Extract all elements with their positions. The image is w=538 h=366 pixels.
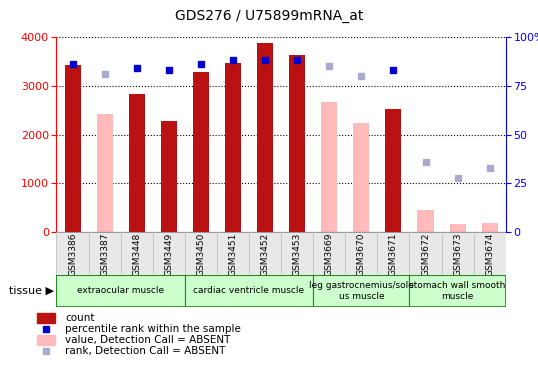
Bar <box>377 232 409 274</box>
Text: GSM3386: GSM3386 <box>68 232 77 276</box>
Bar <box>97 114 112 232</box>
Bar <box>65 64 81 232</box>
Bar <box>121 232 153 274</box>
Text: stomach wall smooth
muscle: stomach wall smooth muscle <box>409 281 506 301</box>
Bar <box>249 232 281 274</box>
Text: tissue ▶: tissue ▶ <box>9 286 54 296</box>
Text: GDS276 / U75899mRNA_at: GDS276 / U75899mRNA_at <box>175 9 363 23</box>
Text: GSM3453: GSM3453 <box>293 232 302 276</box>
Text: leg gastrocnemius/sole
us muscle: leg gastrocnemius/sole us muscle <box>309 281 414 301</box>
Bar <box>313 274 409 307</box>
Text: GSM3672: GSM3672 <box>421 232 430 276</box>
Bar <box>409 232 442 274</box>
Bar <box>257 43 273 232</box>
Bar <box>345 232 377 274</box>
Text: GSM3674: GSM3674 <box>485 232 494 276</box>
Text: GSM3669: GSM3669 <box>325 232 334 276</box>
Bar <box>353 123 370 232</box>
Bar <box>129 94 145 232</box>
Text: GSM3450: GSM3450 <box>196 232 206 276</box>
Text: percentile rank within the sample: percentile rank within the sample <box>65 324 241 334</box>
Text: GSM3673: GSM3673 <box>453 232 462 276</box>
Bar <box>442 232 473 274</box>
Text: GSM3671: GSM3671 <box>389 232 398 276</box>
Text: GSM3451: GSM3451 <box>229 232 237 276</box>
Bar <box>161 121 177 232</box>
Bar <box>321 102 337 232</box>
Bar <box>185 232 217 274</box>
Text: GSM3670: GSM3670 <box>357 232 366 276</box>
Bar <box>89 232 121 274</box>
Bar <box>385 109 401 232</box>
Bar <box>56 232 89 274</box>
Text: cardiac ventricle muscle: cardiac ventricle muscle <box>194 287 305 295</box>
Bar <box>473 232 506 274</box>
Text: GSM3452: GSM3452 <box>260 232 270 276</box>
Text: extraocular muscle: extraocular muscle <box>77 287 164 295</box>
Bar <box>37 335 55 345</box>
Bar <box>153 232 185 274</box>
Text: value, Detection Call = ABSENT: value, Detection Call = ABSENT <box>65 335 230 345</box>
Text: count: count <box>65 313 95 323</box>
Bar <box>225 63 241 232</box>
Bar <box>482 223 498 232</box>
Bar <box>37 313 55 323</box>
Bar <box>313 232 345 274</box>
Text: GSM3387: GSM3387 <box>100 232 109 276</box>
Text: GSM3448: GSM3448 <box>132 232 141 276</box>
Text: GSM3449: GSM3449 <box>164 232 173 276</box>
Bar <box>281 232 313 274</box>
Bar <box>56 274 185 307</box>
Bar <box>217 232 249 274</box>
Text: rank, Detection Call = ABSENT: rank, Detection Call = ABSENT <box>65 346 225 356</box>
Bar <box>409 274 506 307</box>
Bar <box>289 55 305 232</box>
Bar <box>185 274 313 307</box>
Bar <box>193 72 209 232</box>
Bar <box>450 224 465 232</box>
Bar <box>417 210 434 232</box>
